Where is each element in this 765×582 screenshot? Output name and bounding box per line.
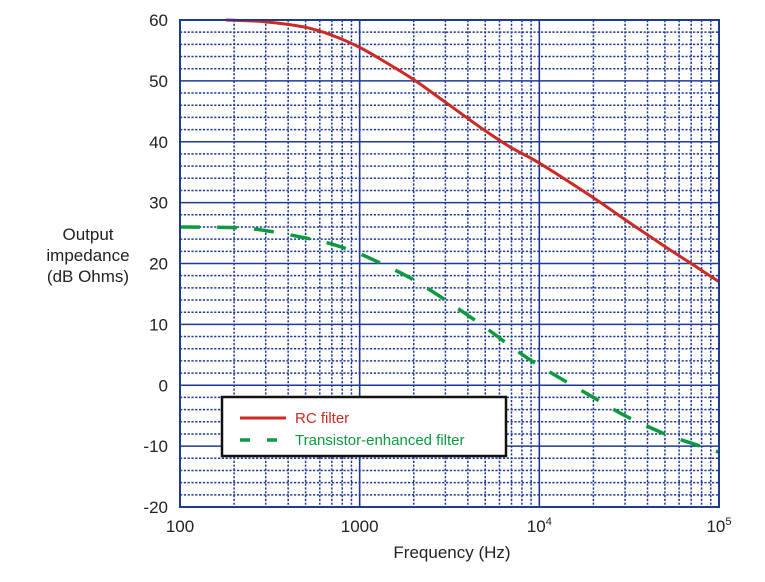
- y-tick-label: 40: [149, 133, 168, 152]
- x-tick-label: 104: [527, 516, 552, 536]
- y-tick-label: 20: [149, 255, 168, 274]
- y-tick-label: 0: [159, 376, 168, 395]
- legend-label-rc: RC filter: [295, 410, 349, 427]
- legend-box: [220, 395, 508, 458]
- y-axis-title-line-2: impedance: [46, 246, 129, 265]
- x-tick-label: 105: [706, 516, 731, 536]
- y-axis-title-line-1: Output: [62, 225, 113, 244]
- y-axis-ticks: 60 50 40 30 20 10 0 -10 -20: [143, 11, 168, 517]
- series-transistor-enhanced-filter: [179, 225, 720, 454]
- y-tick-label: 30: [149, 194, 168, 213]
- legend-label-transistor: Transistor-enhanced filter: [295, 432, 465, 449]
- x-tick-label: 1000: [341, 517, 379, 536]
- x-axis-title: Frequency (Hz): [393, 543, 510, 562]
- legend: RC filter Transistor-enhanced filter: [220, 395, 508, 458]
- y-tick-label: 10: [149, 315, 168, 334]
- plot-frame: [179, 19, 720, 508]
- x-axis-ticks: 100 1000 104 105: [166, 516, 732, 536]
- y-tick-label: -20: [143, 498, 168, 517]
- y-axis-title: Output impedance (dB Ohms): [46, 225, 129, 286]
- y-tick-label: -10: [143, 437, 168, 456]
- series-layer: [179, 18, 720, 454]
- x-tick-label: 100: [166, 517, 194, 536]
- y-tick-label: 50: [149, 72, 168, 91]
- y-tick-label: 60: [149, 11, 168, 30]
- series-rc-filter: [225, 18, 720, 284]
- y-axis-title-line-3: (dB Ohms): [47, 267, 129, 286]
